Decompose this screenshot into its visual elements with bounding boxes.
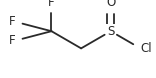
Text: F: F bbox=[9, 15, 16, 28]
Text: S: S bbox=[107, 25, 115, 38]
Text: F: F bbox=[48, 0, 55, 9]
Text: O: O bbox=[106, 0, 115, 9]
Text: F: F bbox=[9, 34, 16, 47]
Text: Cl: Cl bbox=[140, 42, 152, 55]
